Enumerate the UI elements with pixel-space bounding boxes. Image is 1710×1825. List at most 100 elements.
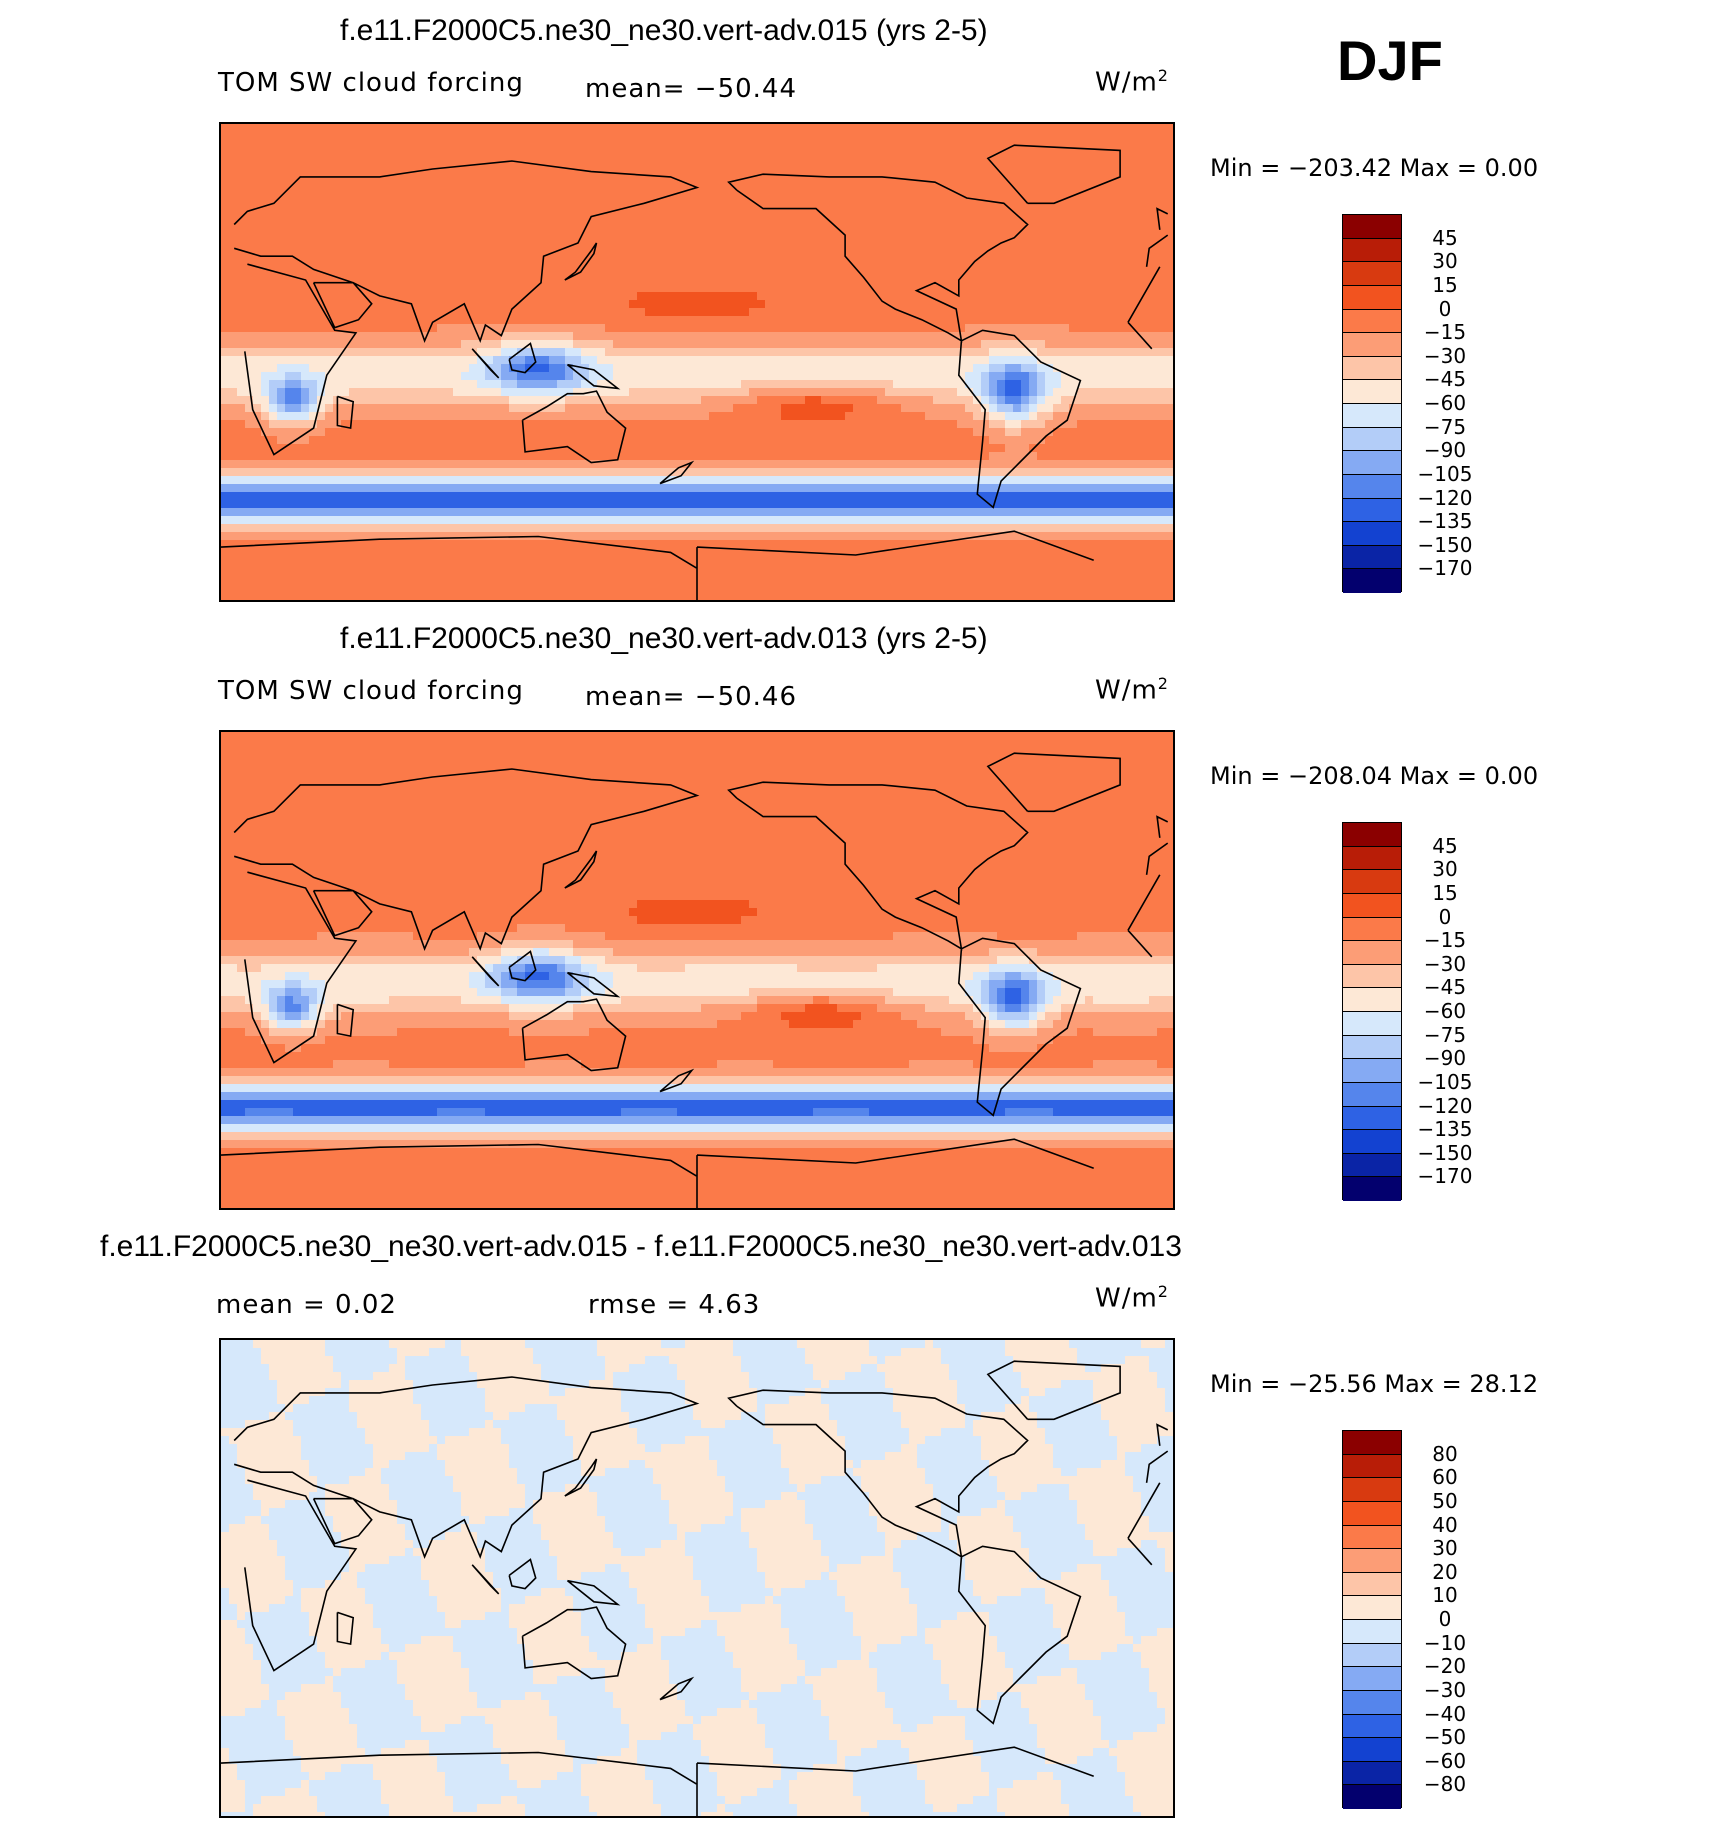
colorbar-swatch — [1343, 823, 1401, 847]
colorbar-swatch — [1343, 1501, 1401, 1526]
panel-1-units: W/m2 — [1095, 66, 1169, 98]
colorbar-tick-label: −20 — [1410, 1654, 1480, 1678]
colorbar-tick-label: 60 — [1410, 1465, 1480, 1489]
colorbar-swatch — [1343, 1431, 1401, 1455]
colorbar-swatch — [1343, 451, 1401, 475]
colorbar-swatch — [1343, 545, 1401, 570]
colorbar-tick-label: −10 — [1410, 1631, 1480, 1655]
colorbar-tick-label: −15 — [1410, 320, 1480, 344]
colorbar-swatch — [1343, 262, 1401, 286]
panel-3-mean-label: mean = 0.02 — [216, 1290, 397, 1320]
colorbar-swatch — [1343, 1035, 1401, 1060]
panel-1-variable-label: TOM SW cloud forcing — [218, 68, 524, 98]
colorbar-swatch — [1343, 215, 1401, 239]
colorbar-tick-label: −45 — [1410, 975, 1480, 999]
colorbar-swatch — [1343, 309, 1401, 334]
colorbar-swatch — [1343, 498, 1401, 523]
panel-2-map — [219, 730, 1175, 1210]
coastline — [221, 1360, 1169, 1816]
colorbar-swatch — [1343, 1620, 1401, 1644]
colorbar-swatch — [1343, 1478, 1401, 1502]
colorbar-swatch — [1343, 1667, 1401, 1691]
colorbar-tick-label: −60 — [1410, 999, 1480, 1023]
map-field — [221, 732, 1173, 1208]
colorbar-tick-label: −120 — [1410, 1094, 1480, 1118]
colorbar-swatch — [1343, 1082, 1401, 1107]
panel-3-rmse-label: rmse = 4.63 — [588, 1290, 760, 1320]
colorbar-tick-label: 15 — [1410, 881, 1480, 905]
colorbar-swatch — [1343, 1454, 1401, 1479]
colorbar-tick-label: −60 — [1410, 391, 1480, 415]
colorbar-tick-label: −90 — [1410, 1046, 1480, 1070]
colorbar-swatch — [1343, 1153, 1401, 1178]
colorbar-swatch — [1343, 1106, 1401, 1131]
colorbar-swatch — [1343, 1525, 1401, 1550]
colorbar-swatch — [1343, 846, 1401, 871]
colorbar-tick-label: −170 — [1410, 1164, 1480, 1188]
colorbar-swatch — [1343, 1177, 1401, 1201]
colorbar-swatch — [1343, 1714, 1401, 1739]
colorbar-tick-label: −50 — [1410, 1725, 1480, 1749]
panel-2-colorbar — [1342, 822, 1402, 1201]
colorbar-tick-label: 20 — [1410, 1560, 1480, 1584]
colorbar-tick-label: −90 — [1410, 438, 1480, 462]
colorbar-tick-label: −135 — [1410, 509, 1480, 533]
colorbar-tick-label: 0 — [1410, 297, 1480, 321]
panel-2-title: f.e11.F2000C5.ne30_ne30.vert-adv.013 (yr… — [340, 622, 988, 656]
panel-3-min-max: Min = −25.56 Max = 28.12 — [1210, 1370, 1538, 1398]
colorbar-swatch — [1343, 1761, 1401, 1786]
panel-2-variable-label: TOM SW cloud forcing — [218, 676, 524, 706]
colorbar-tick-label: 45 — [1410, 834, 1480, 858]
colorbar-tick-label: −30 — [1410, 344, 1480, 368]
colorbar-swatch — [1343, 1596, 1401, 1620]
colorbar-swatch — [1343, 380, 1401, 404]
colorbar-swatch — [1343, 356, 1401, 381]
colorbar-tick-label: 40 — [1410, 1513, 1480, 1537]
panel-1-mean-label: mean= −50.44 — [585, 74, 797, 104]
colorbar-tick-label: −30 — [1410, 952, 1480, 976]
colorbar-tick-label: −105 — [1410, 1070, 1480, 1094]
panel-3-units: W/m2 — [1095, 1282, 1169, 1314]
colorbar-tick-label: 10 — [1410, 1583, 1480, 1607]
colorbar-swatch — [1343, 1059, 1401, 1083]
colorbar-tick-label: −150 — [1410, 533, 1480, 557]
colorbar-tick-label: −45 — [1410, 367, 1480, 391]
colorbar-tick-label: 30 — [1410, 1536, 1480, 1560]
colorbar-swatch — [1343, 1549, 1401, 1573]
panel-1-map — [219, 122, 1175, 602]
colorbar-swatch — [1343, 404, 1401, 428]
panel-2-units: W/m2 — [1095, 674, 1169, 706]
panel-3-colorbar — [1342, 1430, 1402, 1809]
colorbar-tick-label: 45 — [1410, 226, 1480, 250]
colorbar-tick-label: −15 — [1410, 928, 1480, 952]
colorbar-swatch — [1343, 1012, 1401, 1036]
colorbar-tick-label: 0 — [1410, 1607, 1480, 1631]
colorbar-swatch — [1343, 893, 1401, 918]
panel-1-min-max: Min = −203.42 Max = 0.00 — [1210, 154, 1538, 182]
colorbar-swatch — [1343, 427, 1401, 452]
colorbar-swatch — [1343, 1785, 1401, 1809]
colorbar-tick-label: 30 — [1410, 249, 1480, 273]
colorbar-tick-label: −40 — [1410, 1702, 1480, 1726]
colorbar-swatch — [1343, 285, 1401, 310]
colorbar-tick-label: 50 — [1410, 1489, 1480, 1513]
colorbar-tick-label: −120 — [1410, 486, 1480, 510]
colorbar-tick-label: 15 — [1410, 273, 1480, 297]
season-label: DJF — [1337, 28, 1443, 93]
colorbar-tick-label: −30 — [1410, 1678, 1480, 1702]
coastline — [221, 144, 1169, 600]
panel-1-title: f.e11.F2000C5.ne30_ne30.vert-adv.015 (yr… — [340, 14, 988, 48]
panel-2-mean-label: mean= −50.46 — [585, 682, 797, 712]
colorbar-swatch — [1343, 522, 1401, 546]
colorbar-tick-label: 0 — [1410, 905, 1480, 929]
panel-3-title: f.e11.F2000C5.ne30_ne30.vert-adv.015 - f… — [100, 1230, 1182, 1264]
colorbar-swatch — [1343, 1643, 1401, 1668]
map-field — [221, 1340, 1173, 1816]
colorbar-tick-label: −80 — [1410, 1772, 1480, 1796]
panel-3-map — [219, 1338, 1175, 1818]
colorbar-tick-label: −60 — [1410, 1749, 1480, 1773]
colorbar-tick-label: −75 — [1410, 1023, 1480, 1047]
panel-2-min-max: Min = −208.04 Max = 0.00 — [1210, 762, 1538, 790]
colorbar-swatch — [1343, 474, 1401, 499]
colorbar-swatch — [1343, 1738, 1401, 1762]
